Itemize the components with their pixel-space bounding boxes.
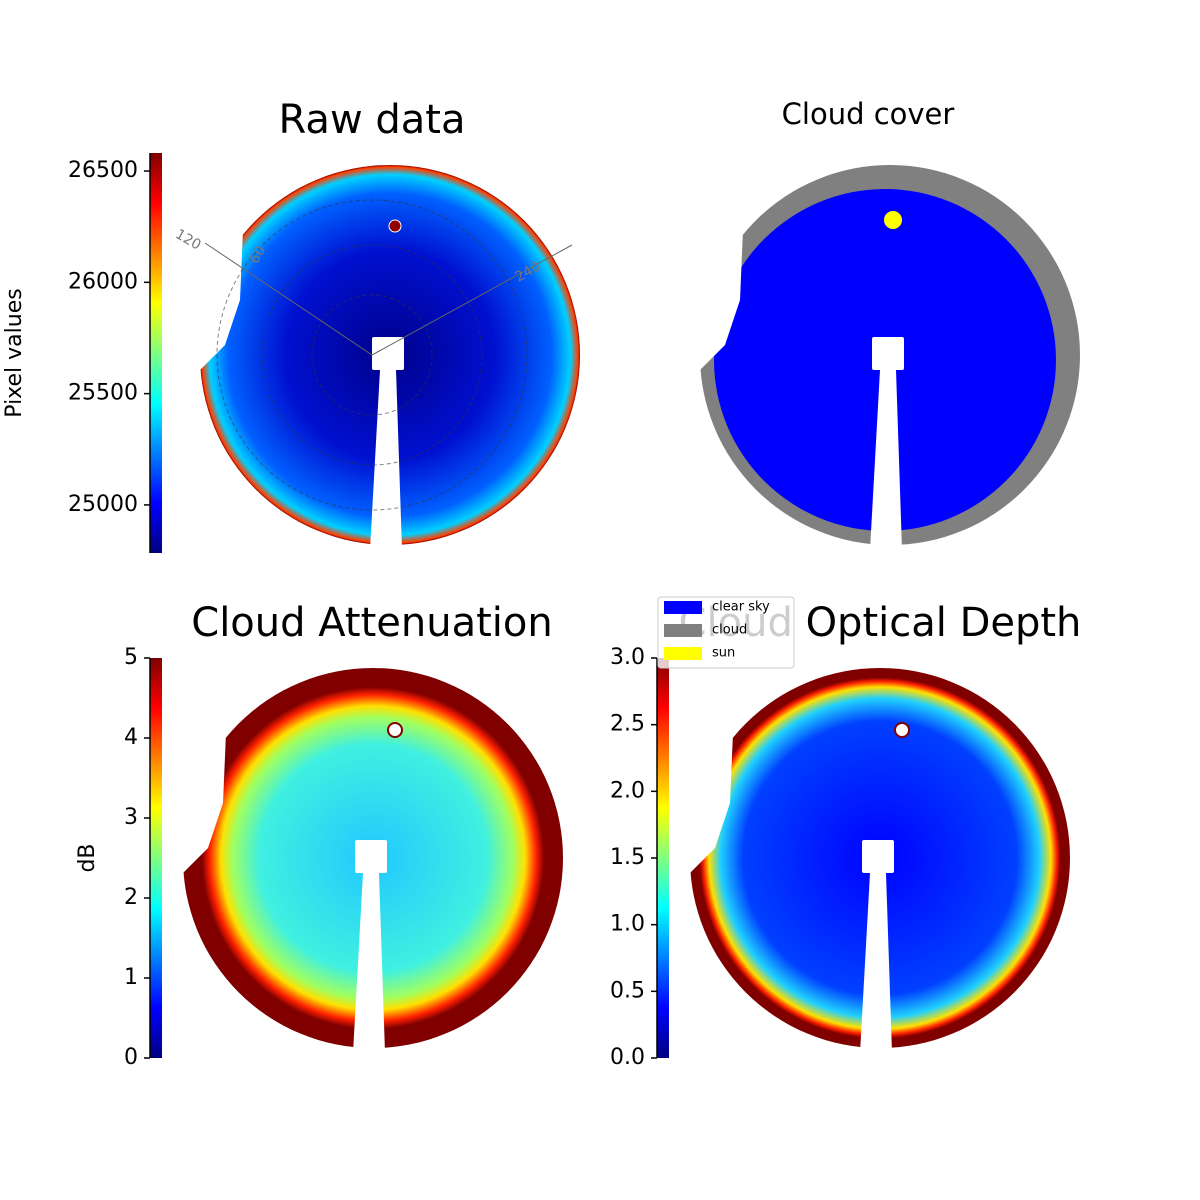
- colorbar-tick-label: 2.0: [610, 778, 645, 803]
- colorbar-tick-label: 1: [124, 965, 138, 990]
- colorbar-tick-label: 0.5: [610, 978, 645, 1003]
- mast-mask: [372, 337, 404, 370]
- polar-grid: [261, 244, 483, 466]
- mast-mask: [872, 337, 904, 370]
- polar-grid: [216, 199, 528, 511]
- legend: clear sky cloud sun: [657, 596, 795, 669]
- colorbar-label: dB: [75, 843, 100, 872]
- sun-marker: [894, 722, 910, 738]
- polar-label: 60: [247, 243, 270, 266]
- colorbar-tick-label: 3.0: [610, 645, 645, 670]
- colorbar-tick-label: 1.0: [610, 912, 645, 937]
- mast-mask: [370, 370, 402, 550]
- legend-swatch: [664, 624, 702, 637]
- colorbar: [150, 658, 162, 1058]
- legend-label: clear sky: [712, 600, 770, 615]
- colorbar-tick-label: 2.5: [610, 712, 645, 737]
- sun-marker: [388, 219, 402, 233]
- panel-title: Cloud cover: [782, 97, 955, 131]
- image-mask: [675, 140, 743, 380]
- colorbar-tick-label: 2: [124, 885, 138, 910]
- panel-title: Cloud Attenuation: [191, 600, 552, 646]
- image-mask: [158, 643, 226, 883]
- sun-marker: [884, 211, 902, 229]
- colorbar-tick-label: 5: [124, 645, 138, 670]
- polar-axis: [371, 244, 573, 356]
- colorbar: [150, 153, 162, 553]
- colorbar-tick-label: 1.5: [610, 845, 645, 870]
- legend-label: cloud: [712, 623, 747, 638]
- polar-axis: [204, 242, 373, 356]
- colorbar-tick-label: 4: [124, 725, 138, 750]
- polar-grid: [311, 294, 433, 416]
- image-mask: [665, 643, 733, 883]
- colorbar-tick-label: 25500: [68, 381, 138, 406]
- legend-label: sun: [712, 646, 735, 661]
- legend-swatch: [664, 647, 702, 660]
- mast-mask: [862, 840, 894, 873]
- colorbar: [657, 658, 669, 1058]
- colorbar-tick-label: 26500: [68, 158, 138, 183]
- sun-marker: [387, 722, 403, 738]
- colorbar-tick-label: 0.0: [610, 1045, 645, 1070]
- mast-mask: [355, 840, 387, 873]
- image-mask: [175, 140, 243, 380]
- panel-title: Raw data: [279, 97, 466, 143]
- colorbar-tick-label: 26000: [68, 269, 138, 294]
- colorbar-tick-label: 25000: [68, 492, 138, 517]
- legend-swatch: [664, 601, 702, 614]
- mast-mask: [353, 873, 385, 1053]
- colorbar-label: Pixel values: [2, 288, 27, 417]
- mast-mask: [870, 370, 902, 550]
- mast-mask: [860, 873, 892, 1053]
- colorbar-tick-label: 0: [124, 1045, 138, 1070]
- colorbar-tick-label: 3: [124, 805, 138, 830]
